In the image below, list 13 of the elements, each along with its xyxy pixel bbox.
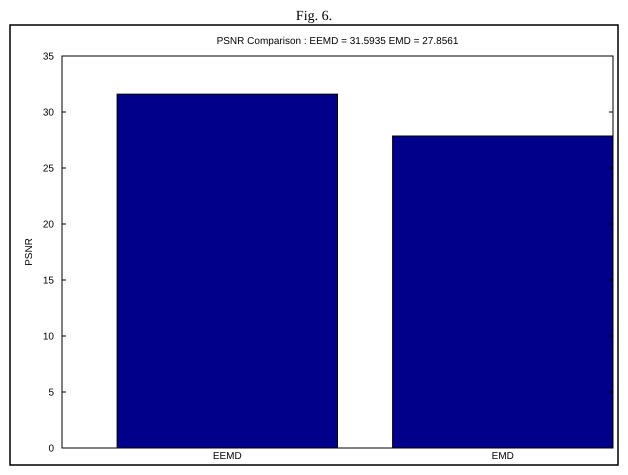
y-tick-label: 35	[42, 52, 54, 62]
y-tick-label: 15	[42, 276, 54, 286]
chart-title: PSNR Comparison : EEMD = 31.5935 EMD = 27.8561	[216, 36, 459, 47]
y-tick-label: 0	[48, 444, 54, 454]
caption: Fig. 6.	[296, 9, 332, 24]
y-axis-title: PSNR	[24, 238, 35, 266]
y-tick-label: 5	[48, 388, 54, 398]
x-tick-label: EEMD	[212, 451, 242, 462]
y-tick-label: 25	[42, 164, 54, 174]
y-tick-label: 30	[42, 108, 54, 118]
y-tick-label: 10	[42, 332, 54, 342]
y-tick-label: 20	[42, 220, 54, 230]
x-tick-label: EMD	[492, 451, 514, 462]
